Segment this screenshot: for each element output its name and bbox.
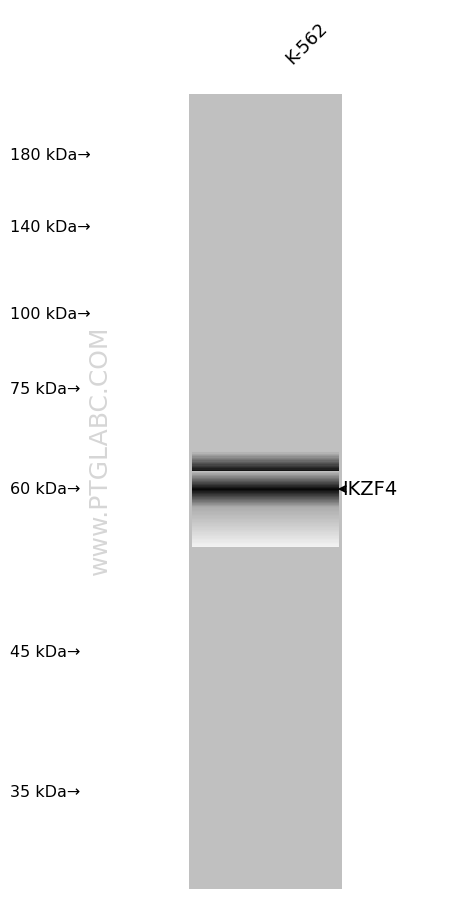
- Bar: [192, 515, 339, 517]
- Bar: [192, 523, 339, 525]
- Bar: [192, 456, 339, 458]
- Bar: [192, 465, 339, 466]
- Bar: [189, 95, 342, 889]
- Text: IKZF4: IKZF4: [342, 480, 397, 499]
- Bar: [192, 543, 339, 545]
- Bar: [192, 529, 339, 530]
- Bar: [192, 453, 339, 455]
- Bar: [192, 539, 339, 540]
- Bar: [192, 546, 339, 548]
- Bar: [192, 461, 339, 462]
- Bar: [192, 526, 339, 528]
- Bar: [192, 525, 339, 526]
- Bar: [192, 520, 339, 522]
- Text: K-562: K-562: [282, 19, 331, 68]
- Bar: [192, 537, 339, 538]
- Bar: [192, 509, 339, 511]
- Bar: [192, 512, 339, 514]
- Bar: [192, 511, 339, 512]
- Bar: [192, 533, 339, 534]
- Bar: [192, 540, 339, 542]
- Bar: [192, 545, 339, 546]
- Bar: [192, 466, 339, 467]
- Bar: [192, 464, 339, 465]
- Bar: [192, 469, 339, 470]
- Bar: [192, 528, 339, 529]
- Bar: [192, 508, 339, 509]
- Text: 140 kDa→: 140 kDa→: [10, 220, 90, 235]
- Text: 75 kDa→: 75 kDa→: [10, 382, 81, 397]
- Bar: [192, 531, 339, 533]
- Bar: [192, 459, 339, 461]
- Bar: [192, 470, 339, 472]
- Bar: [192, 542, 339, 543]
- Bar: [192, 458, 339, 459]
- Bar: [192, 534, 339, 536]
- Text: www.PTGLABC.COM: www.PTGLABC.COM: [88, 325, 112, 574]
- Text: 180 kDa→: 180 kDa→: [10, 147, 91, 162]
- Bar: [192, 462, 339, 464]
- Bar: [192, 530, 339, 531]
- Bar: [192, 452, 339, 453]
- Bar: [192, 517, 339, 518]
- Bar: [192, 514, 339, 515]
- Text: 60 kDa→: 60 kDa→: [10, 482, 81, 497]
- Bar: [192, 538, 339, 539]
- Bar: [192, 518, 339, 520]
- Text: 45 kDa→: 45 kDa→: [10, 645, 81, 659]
- Bar: [192, 536, 339, 537]
- Bar: [192, 455, 339, 456]
- Text: 35 kDa→: 35 kDa→: [10, 785, 80, 799]
- Bar: [192, 467, 339, 469]
- Text: 100 kDa→: 100 kDa→: [10, 308, 90, 322]
- Bar: [192, 522, 339, 523]
